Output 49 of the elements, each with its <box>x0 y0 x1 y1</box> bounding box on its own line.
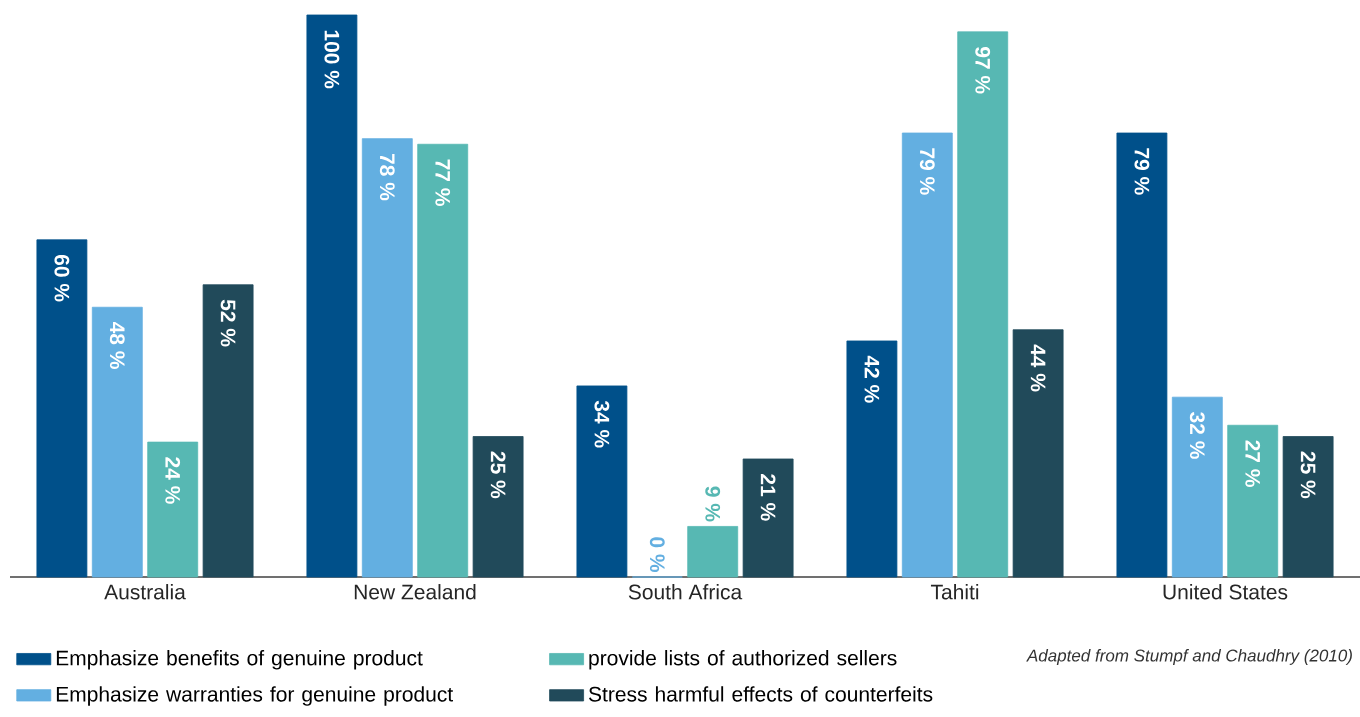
bar <box>576 385 628 578</box>
bar <box>361 138 413 578</box>
data-label: 77 % <box>435 159 451 206</box>
data-label: 24 % <box>165 457 181 504</box>
data-label: 78 % <box>379 153 395 201</box>
bar <box>901 132 953 578</box>
bar <box>36 239 88 578</box>
legend-label: Emphasize benefits of genuine product <box>56 650 423 670</box>
bar <box>1227 424 1279 578</box>
x-tick-label: South Africa <box>628 584 743 600</box>
x-tick-label: Tahiti <box>930 584 979 600</box>
bar <box>147 441 199 578</box>
data-label: 42 % <box>864 355 880 403</box>
data-label: 100 % <box>324 30 340 89</box>
data-label: 97 % <box>975 46 991 94</box>
bar <box>202 284 254 578</box>
x-tick-label: New Zealand <box>354 584 476 600</box>
data-label: 27 % <box>1245 440 1261 487</box>
bar <box>1171 396 1223 578</box>
data-label: 44 % <box>1030 344 1046 392</box>
data-label: 79 % <box>919 148 935 195</box>
data-label: 9 % <box>705 486 721 522</box>
data-label: 52 % <box>220 299 236 347</box>
bar <box>91 306 143 578</box>
text: Adapted from Stumpf and Chaudhry (2010) <box>1026 649 1352 665</box>
data-label: 34 % <box>594 400 610 448</box>
bar <box>957 31 1009 578</box>
data-label: 25 % <box>1300 451 1316 499</box>
data-label: 21 % <box>760 474 776 521</box>
data-label: 48 % <box>109 321 125 369</box>
bar <box>687 526 739 578</box>
legend-label: Emphasize warranties for genuine product <box>56 686 454 706</box>
bar <box>472 436 524 578</box>
data-label: 25 % <box>490 451 506 499</box>
x-tick-label: United States <box>1163 584 1288 600</box>
data-label: 32 % <box>1189 412 1205 459</box>
bar <box>1116 132 1168 578</box>
bar <box>417 143 469 578</box>
bar <box>1012 329 1064 578</box>
bar <box>306 14 358 578</box>
bar <box>846 340 898 578</box>
legend-label: Stress harmful effects of counterfeits <box>588 686 933 702</box>
data-label: 60 % <box>54 254 70 302</box>
data-label: 0 % <box>649 537 665 573</box>
legend-label: provide lists of authorized sellers <box>589 650 897 670</box>
bar <box>742 458 794 578</box>
bar <box>1282 436 1334 578</box>
data-label: 79 % <box>1134 148 1150 195</box>
x-tick-label: Australia <box>104 584 186 600</box>
